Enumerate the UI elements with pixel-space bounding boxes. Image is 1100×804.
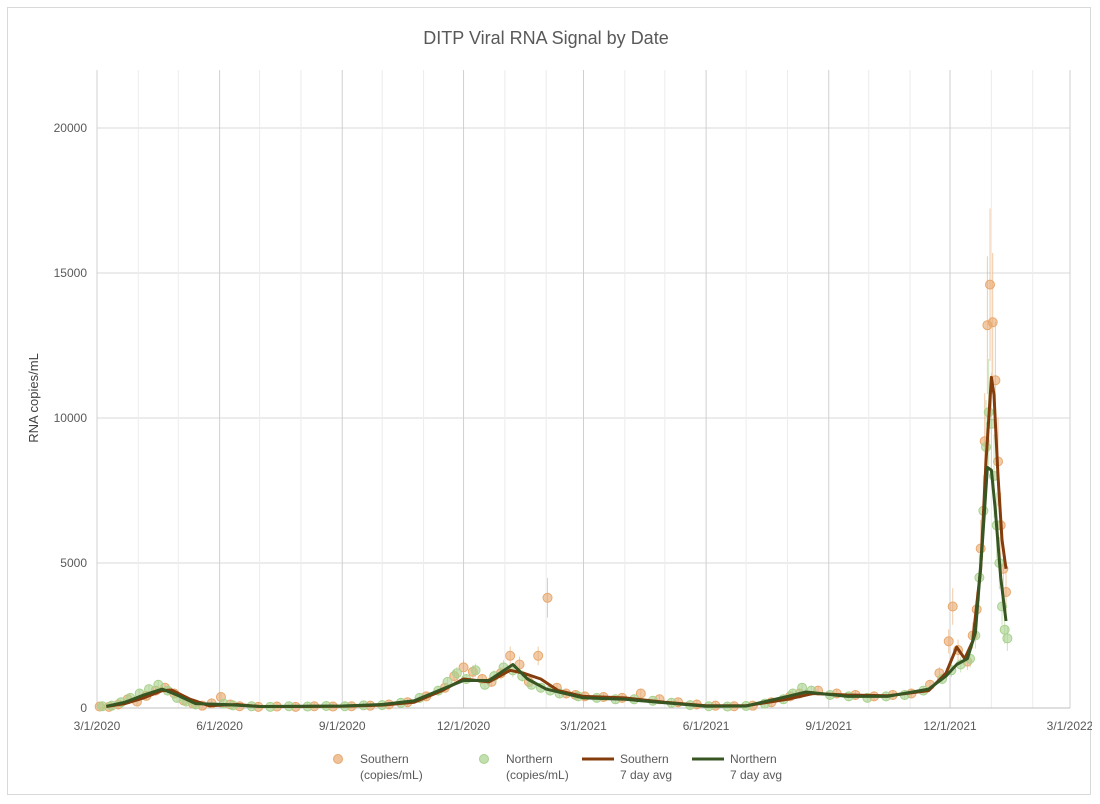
chart-frame: DITP Viral RNA Signal by Date RNA copies…	[7, 7, 1094, 795]
x-tick-label: 9/1/2020	[319, 719, 366, 733]
grid-lines	[96, 70, 1071, 709]
legend-entry: Southern 7 day avg	[582, 752, 672, 782]
x-tick-label: 3/1/2021	[560, 719, 607, 733]
data-point	[635, 688, 646, 699]
chart-title: DITP Viral RNA Signal by Date	[423, 28, 668, 48]
x-tick-labels: 3/1/2020 6/1/2020 9/1/2020 12/1/2020 3/1/202…	[74, 719, 1094, 733]
legend-entry: Northern 7 day avg	[692, 752, 782, 782]
y-tick-labels: 0 5000 10000 15000 20000	[54, 121, 88, 715]
x-tick-label: 3/1/2022	[1047, 719, 1092, 733]
marker-series	[94, 208, 1013, 712]
y-tick-label: 5000	[60, 556, 87, 570]
x-tick-label: 12/1/2020	[437, 719, 491, 733]
data-point	[947, 601, 958, 612]
legend-label-line2: 7 day avg	[730, 768, 782, 782]
series-northern-7day-line	[105, 465, 1008, 708]
data-point	[458, 662, 469, 673]
legend-label-line2: (copies/mL)	[360, 768, 423, 782]
x-tick-label: 3/1/2020	[74, 719, 121, 733]
legend-label-line1: Northern	[506, 752, 553, 766]
series-northern-markers	[97, 358, 1013, 712]
y-tick-label: 20000	[54, 121, 88, 135]
chart-svg: DITP Viral RNA Signal by Date RNA copies…	[26, 28, 1094, 782]
legend-entry: Northern (copies/mL)	[479, 752, 569, 782]
data-point	[943, 636, 954, 647]
data-point	[505, 650, 516, 661]
legend: Southern(copies/mL)Northern(copies/mL)So…	[333, 752, 782, 782]
legend-label-line2: (copies/mL)	[506, 768, 569, 782]
y-axis-label: RNA copies/mL	[26, 353, 41, 443]
data-point	[97, 701, 108, 712]
x-tick-label: 6/1/2021	[683, 719, 730, 733]
data-point	[533, 650, 544, 661]
legend-entry: Southern (copies/mL)	[333, 752, 423, 782]
x-tick-label: 12/1/2021	[923, 719, 977, 733]
legend-label-line1: Southern	[620, 752, 669, 766]
data-point	[451, 668, 462, 679]
data-point	[542, 592, 553, 603]
line-series	[105, 375, 1008, 708]
y-tick-label: 0	[80, 701, 87, 715]
legend-marker	[333, 754, 343, 764]
legend-label-line2: 7 day avg	[620, 768, 672, 782]
series-southern-7day-line	[106, 375, 1008, 708]
legend-marker	[479, 754, 489, 764]
legend-label-line1: Northern	[730, 752, 777, 766]
series-southern-markers	[94, 208, 1012, 712]
y-tick-label: 15000	[54, 266, 88, 280]
legend-label-line1: Southern	[360, 752, 409, 766]
y-tick-label: 10000	[54, 411, 88, 425]
data-point	[470, 665, 481, 676]
x-tick-label: 9/1/2021	[805, 719, 852, 733]
x-tick-label: 6/1/2020	[196, 719, 243, 733]
data-point	[1002, 633, 1013, 644]
